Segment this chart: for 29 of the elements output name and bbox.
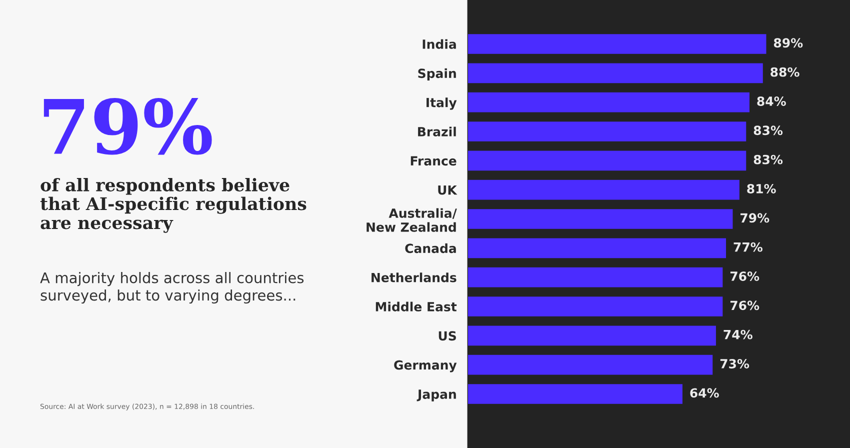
y-tick-label: UK bbox=[438, 185, 458, 195]
y-tick-label: Spain bbox=[418, 68, 456, 80]
data-label: 73% bbox=[720, 359, 750, 368]
y-tick-label: Brazil bbox=[418, 126, 456, 136]
data-label: 76% bbox=[730, 272, 760, 281]
text: of all respondents believe that AI-specific regulations are necessary bbox=[40, 178, 306, 233]
y-tick-label: Japan bbox=[416, 390, 456, 402]
y-tick-label: Canada bbox=[405, 243, 456, 254]
data-label: 83% bbox=[754, 126, 783, 136]
data-label: 88% bbox=[770, 67, 800, 77]
y-tick-label: India bbox=[422, 39, 456, 49]
y-tick-label: Australia/ New Zealand bbox=[366, 208, 457, 232]
y-tick-label: Netherlands bbox=[372, 272, 456, 282]
y-tick-label: Italy bbox=[426, 98, 457, 110]
data-label: 77% bbox=[734, 242, 762, 252]
data-label: 83% bbox=[754, 154, 783, 164]
y-tick-label: Middle East bbox=[376, 302, 457, 312]
y-tick-label: France bbox=[410, 156, 456, 166]
y-tick-label: US bbox=[438, 331, 456, 341]
data-label: 89% bbox=[774, 38, 803, 48]
data-label: 81% bbox=[747, 184, 776, 194]
text: 79% bbox=[44, 98, 212, 155]
data-label: 74% bbox=[724, 330, 752, 340]
y-tick-label: Germany bbox=[394, 360, 457, 372]
data-label: 79% bbox=[740, 213, 770, 223]
data-label: 84% bbox=[757, 96, 786, 106]
text: A majority holds across all countries surveyed, but to varying degrees... bbox=[40, 272, 304, 304]
data-label: 64% bbox=[690, 388, 719, 398]
data-label: 76% bbox=[730, 300, 760, 310]
